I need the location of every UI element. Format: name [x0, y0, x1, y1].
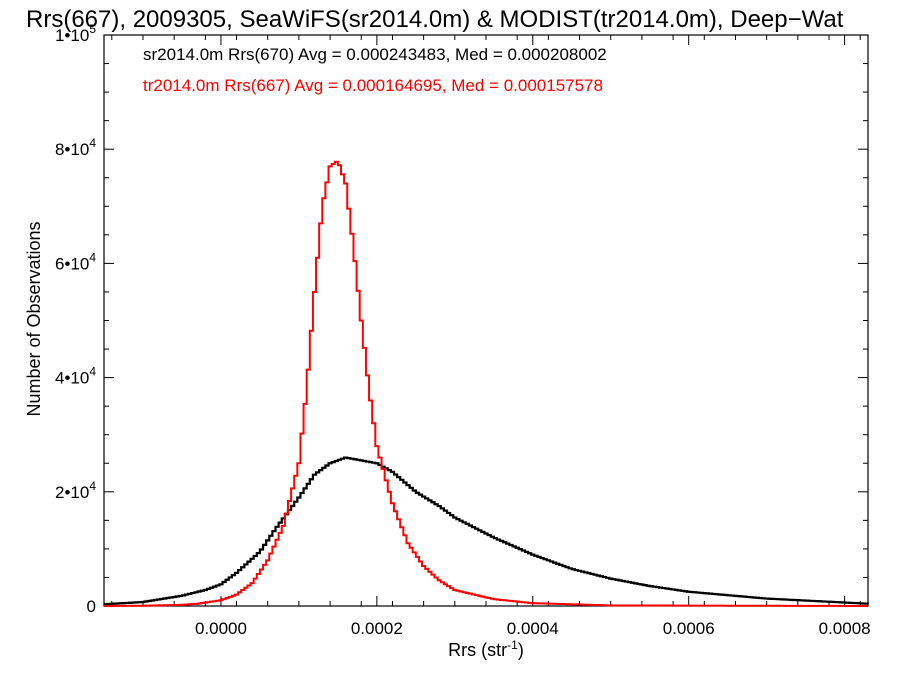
legend-entry-1: sr2014.0m Rrs(670) Avg = 0.000243483, Me… [143, 45, 607, 64]
x-tick-label: 0.0006 [663, 619, 715, 638]
y-tick-label: 6•104 [55, 250, 96, 273]
y-tick-label: 2•104 [55, 479, 96, 502]
x-tick-label: 0.0002 [351, 619, 403, 638]
y-tick-label: 4•104 [55, 365, 96, 388]
x-tick-label: 0.0000 [195, 619, 247, 638]
plot-frame [103, 34, 869, 607]
y-tick-label: 0 [87, 597, 96, 616]
chart-title: Rrs(667), 2009305, SeaWiFS(sr2014.0m) & … [26, 6, 844, 33]
y-tick-label: 1•105 [55, 22, 96, 45]
x-tick-label: 0.0004 [507, 619, 559, 638]
y-tick-label: 8•104 [55, 136, 96, 159]
series-line-2 [104, 160, 868, 607]
x-tick-label: 0.0008 [819, 619, 871, 638]
plot-area: 0.0000 0.0002 0.0004 0.0006 0.0008 0 2•104 4•10… [55, 22, 871, 638]
series-line-1 [104, 456, 870, 606]
legend-entry-2: tr2014.0m Rrs(667) Avg = 0.000164695, Me… [143, 76, 603, 95]
x-axis-label: Rrs (str-1) [448, 638, 524, 660]
y-axis-label: Number of Observations [24, 221, 44, 416]
